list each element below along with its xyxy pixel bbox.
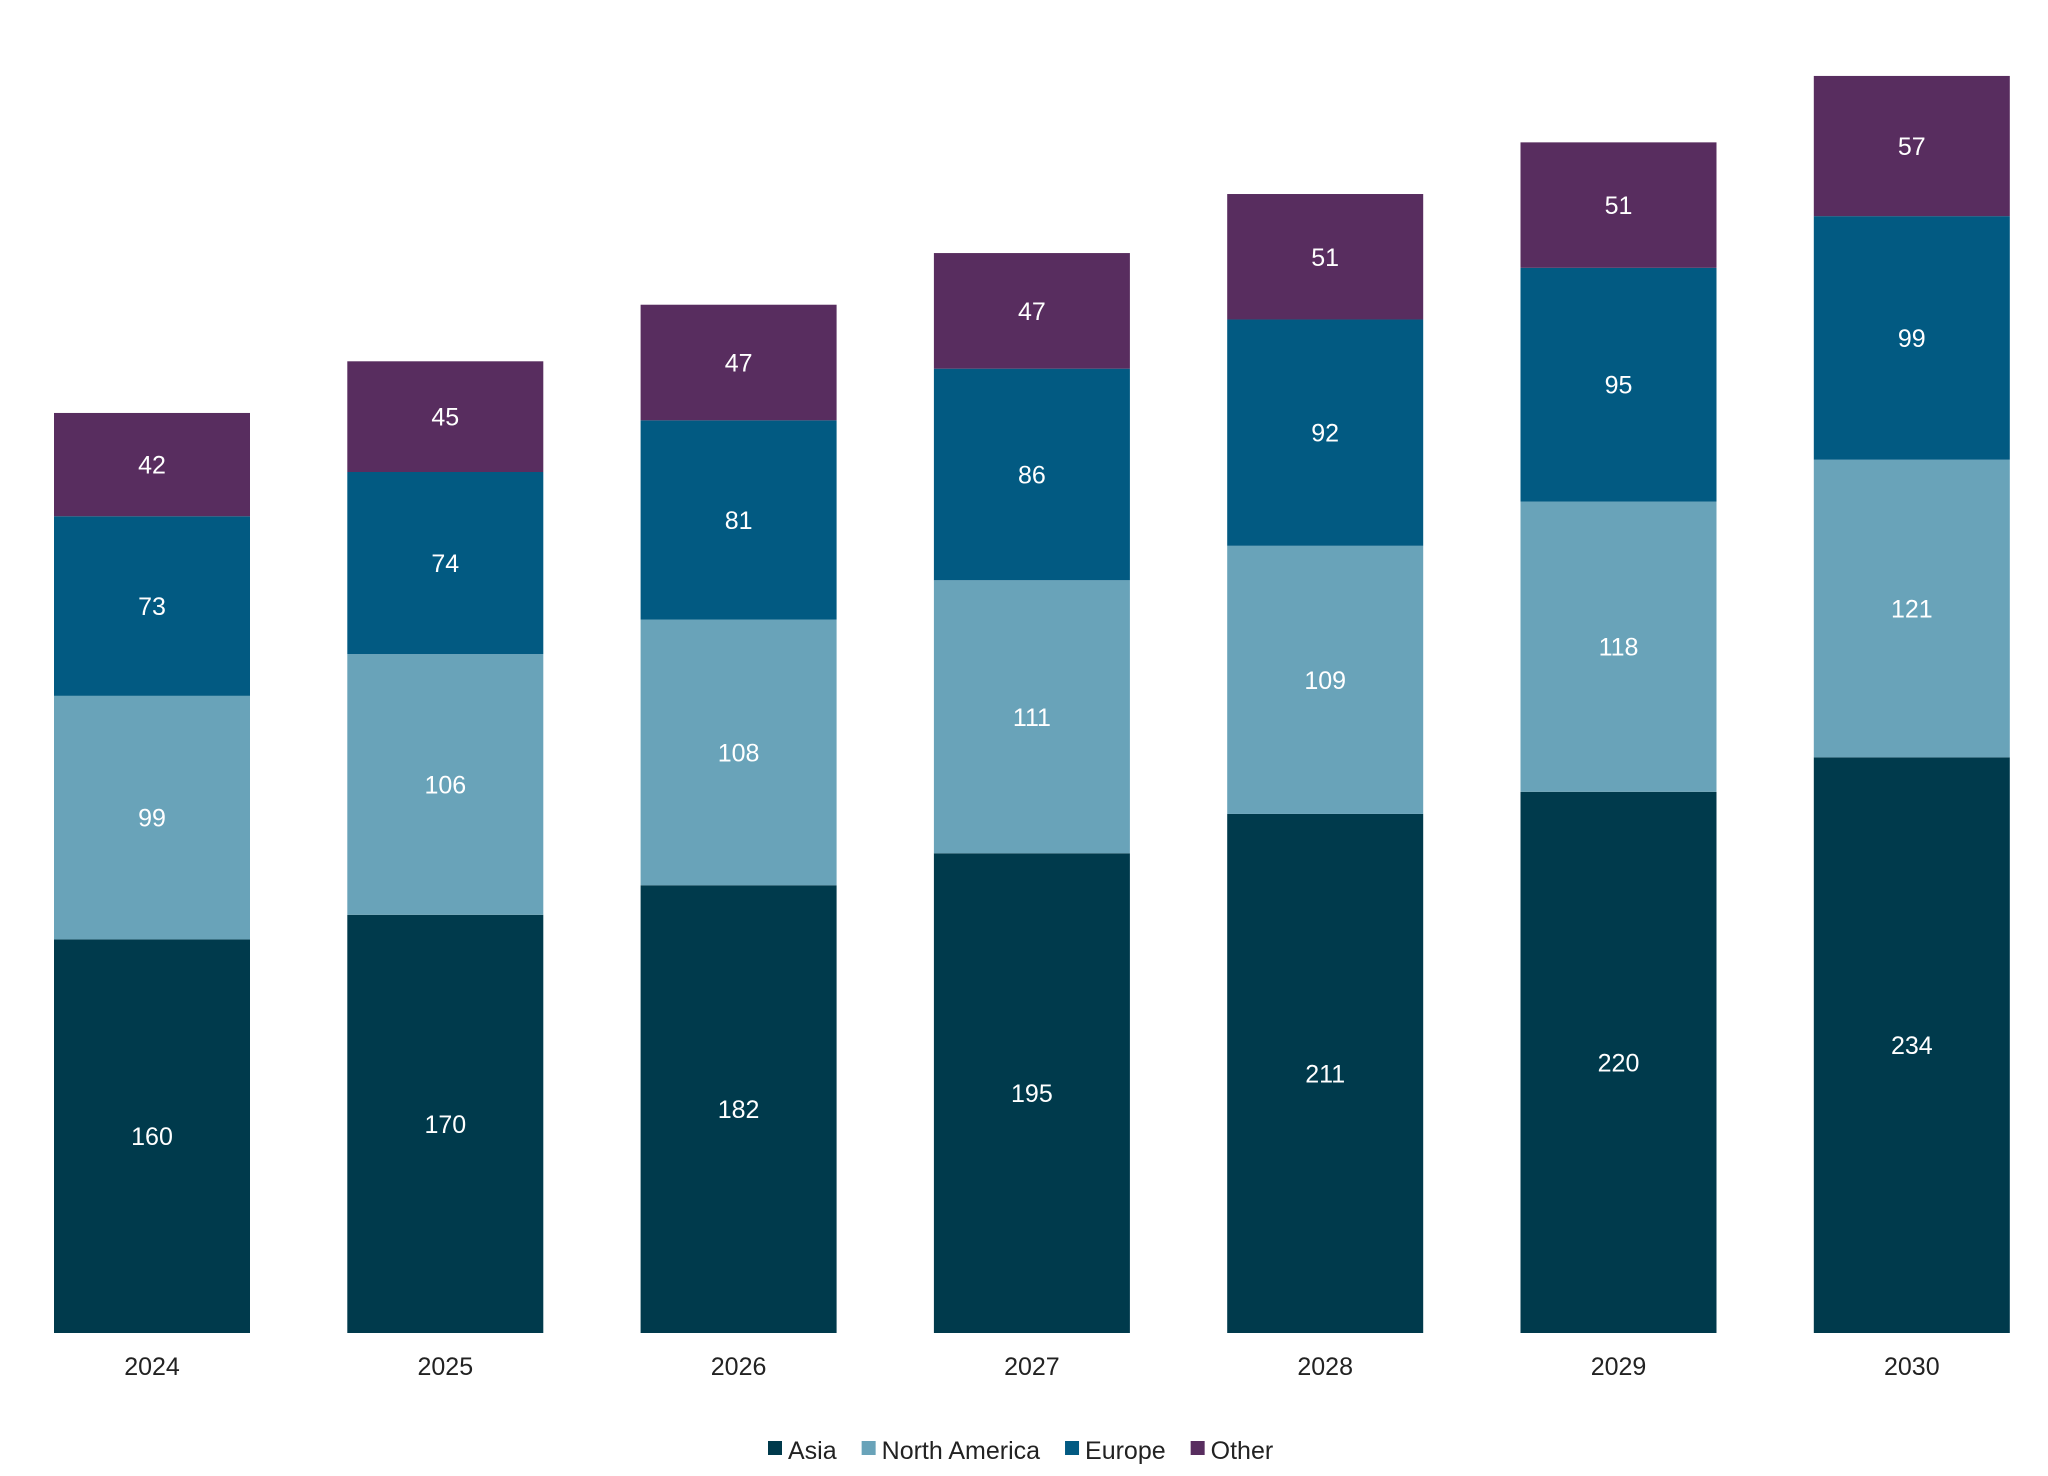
legend: Asia North America Europe Other <box>768 1437 1273 1465</box>
data-label: 111 <box>1013 704 1051 732</box>
bar-segment-europe-2027 <box>933 368 1130 581</box>
data-label: 220 <box>1598 1049 1640 1077</box>
data-label: 109 <box>1304 667 1346 695</box>
bar-segment-europe-2028 <box>1227 319 1424 546</box>
data-label: 99 <box>138 805 166 833</box>
bar-segment-other-2025 <box>347 361 544 472</box>
bar-segment-asia-2030 <box>1813 757 2010 1333</box>
data-label: 99 <box>1898 325 1926 353</box>
data-label: 234 <box>1891 1032 1933 1060</box>
bar-segment-asia-2024 <box>54 939 250 1333</box>
bar-segment-north-america-2026 <box>640 619 837 886</box>
bar-segment-asia-2026 <box>640 885 837 1333</box>
bar-segment-europe-2025 <box>347 472 544 655</box>
bar-segment-europe-2024 <box>54 516 250 696</box>
bar-segment-north-america-2030 <box>1813 459 2010 758</box>
data-label: 160 <box>131 1123 173 1151</box>
bar-segment-other-2028 <box>1227 194 1424 320</box>
legend-label: Other <box>1211 1437 1274 1465</box>
bar-segment-europe-2026 <box>640 420 837 620</box>
bar-segment-north-america-2027 <box>933 580 1130 854</box>
data-label: 92 <box>1311 420 1339 448</box>
data-label: 47 <box>725 350 753 378</box>
data-label: 73 <box>138 593 166 621</box>
data-label: 47 <box>1018 298 1046 326</box>
legend-swatch-north-america <box>861 1441 876 1455</box>
bar-segment-north-america-2025 <box>347 654 544 915</box>
bar-segment-other-2027 <box>933 253 1130 369</box>
bar-segment-europe-2030 <box>1813 216 2010 460</box>
data-label: 81 <box>725 507 753 535</box>
bar-segment-asia-2027 <box>933 853 1130 1333</box>
data-label: 108 <box>718 739 760 767</box>
bar-segment-europe-2029 <box>1520 267 1717 502</box>
bar-segment-north-america-2024 <box>54 695 250 940</box>
data-label: 42 <box>138 452 166 480</box>
data-label: 211 <box>1305 1060 1345 1088</box>
data-label: 57 <box>1898 133 1926 161</box>
data-label: 106 <box>424 771 466 799</box>
data-label: 118 <box>1599 634 1639 662</box>
legend-label: North America <box>882 1437 1040 1465</box>
legend-label: Europe <box>1085 1437 1166 1465</box>
data-label: 74 <box>431 550 459 578</box>
legend-swatch-europe <box>1065 1441 1080 1455</box>
bars-group: 160 99 73 42 170 106 74 45 182 108 81 47 195 111 86 47 2… <box>54 75 2010 1333</box>
data-label: 86 <box>1018 461 1046 489</box>
bar-segment-asia-2029 <box>1520 791 1717 1333</box>
x-tick-label: 2024 <box>124 1353 180 1381</box>
data-label: 121 <box>1891 596 1933 624</box>
bar-segment-other-2026 <box>640 304 837 421</box>
legend-swatch-other <box>1190 1441 1205 1455</box>
bar-segment-asia-2025 <box>347 914 544 1333</box>
x-tick-label: 2027 <box>1004 1353 1060 1381</box>
legend-label: Asia <box>788 1437 837 1465</box>
bar-segment-other-2029 <box>1520 142 1717 268</box>
data-label: 95 <box>1605 372 1633 400</box>
bar-segment-other-2024 <box>54 412 250 517</box>
data-label: 170 <box>424 1111 466 1139</box>
data-label: 51 <box>1311 244 1339 272</box>
data-label: 51 <box>1605 192 1633 220</box>
bar-segment-north-america-2028 <box>1227 545 1424 814</box>
x-tick-label: 2025 <box>417 1353 473 1381</box>
data-label: 195 <box>1011 1080 1053 1108</box>
x-tick-label: 2026 <box>711 1353 767 1381</box>
x-tick-label: 2028 <box>1297 1353 1353 1381</box>
data-label: 45 <box>431 404 459 432</box>
x-axis-tick-labels: 2024 2025 2026 2027 2028 2029 2030 <box>124 1353 1939 1381</box>
x-tick-label: 2030 <box>1884 1353 1940 1381</box>
bar-segment-asia-2028 <box>1227 813 1424 1333</box>
legend-swatch-asia <box>768 1441 782 1455</box>
data-label: 182 <box>718 1096 760 1124</box>
bar-segment-north-america-2029 <box>1520 501 1717 792</box>
x-tick-label: 2029 <box>1591 1353 1647 1381</box>
bar-segment-other-2030 <box>1813 75 2010 217</box>
